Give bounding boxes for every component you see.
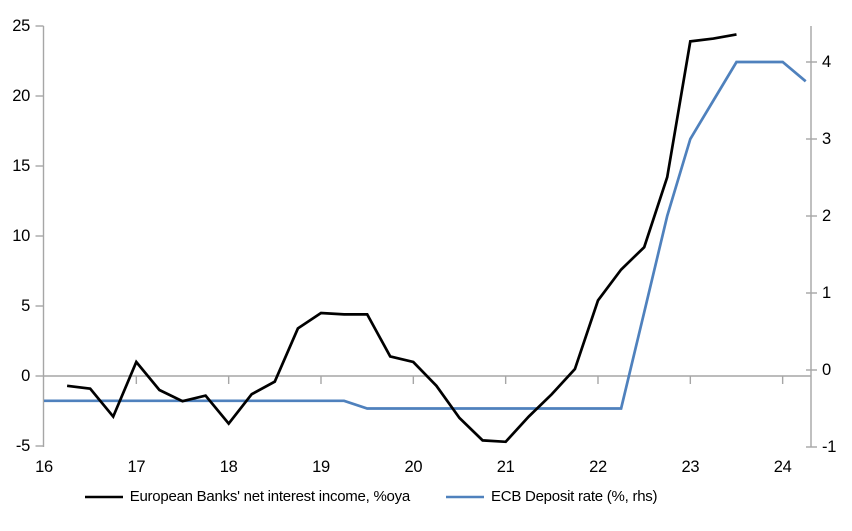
left-axis-tick-label: -5	[16, 437, 30, 455]
right-axis-tick-label: 2	[822, 207, 831, 225]
left-axis-tick-label: 15	[12, 157, 30, 175]
left-axis-tick-label: 25	[12, 17, 30, 35]
legend-label-ecb-deposit-rate: ECB Deposit rate (%, rhs)	[490, 488, 658, 505]
x-axis-tick-label: 20	[404, 458, 422, 476]
left-axis-tick-label: 5	[21, 297, 30, 315]
left-axis-tick-label: 0	[21, 367, 30, 385]
chart-legend: European Banks' net interest income, %oy…	[0, 488, 742, 505]
right-axis-tick-label: 0	[822, 361, 831, 379]
x-axis-tick-label: 22	[589, 458, 607, 476]
legend-item-ecb-deposit-rate: ECB Deposit rate (%, rhs)	[445, 488, 658, 505]
x-axis-tick-label: 19	[312, 458, 330, 476]
left-axis-tick-label: 20	[12, 87, 30, 105]
x-axis-tick-label: 18	[220, 458, 238, 476]
right-axis-tick-label: -1	[822, 438, 836, 456]
left-axis-tick-label: 10	[12, 227, 30, 245]
blue-line-swatch-icon	[445, 495, 484, 498]
x-axis-tick-label: 21	[497, 458, 515, 476]
x-axis-tick-label: 17	[127, 458, 145, 476]
x-axis-tick-label: 24	[774, 458, 792, 476]
right-axis-tick-label: 1	[822, 284, 831, 302]
legend-label-net-interest-income: European Banks' net interest income, %oy…	[129, 488, 411, 505]
series-line-ecb-deposit-rate	[44, 60, 807, 410]
x-axis-tick-label: 23	[681, 458, 699, 476]
right-axis-tick-label: 4	[822, 53, 831, 71]
right-axis-tick-label: 3	[822, 130, 831, 148]
legend-item-net-interest-income: European Banks' net interest income, %oy…	[84, 488, 411, 505]
series-line-net-interest-income	[66, 33, 737, 444]
black-line-swatch-icon	[84, 495, 123, 498]
x-axis-tick-label: 16	[35, 458, 53, 476]
